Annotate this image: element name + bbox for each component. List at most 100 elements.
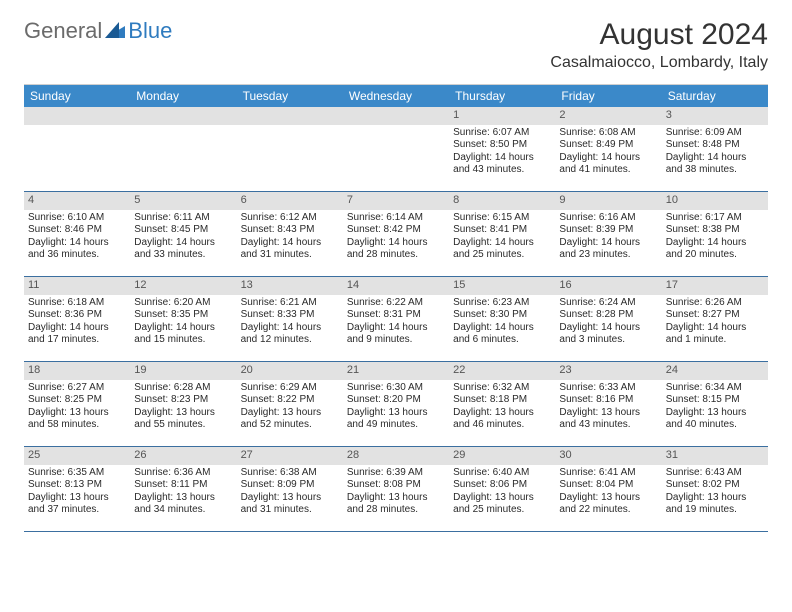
- day-number: 27: [237, 447, 343, 465]
- daylight-text: Daylight: 13 hours and 37 minutes.: [28, 492, 126, 517]
- sunrise-text: Sunrise: 6:12 AM: [241, 212, 339, 225]
- day-cell: 12Sunrise: 6:20 AMSunset: 8:35 PMDayligh…: [130, 277, 236, 361]
- day-cell: 21Sunrise: 6:30 AMSunset: 8:20 PMDayligh…: [343, 362, 449, 446]
- sunset-text: Sunset: 8:27 PM: [666, 309, 764, 322]
- week-row: 18Sunrise: 6:27 AMSunset: 8:25 PMDayligh…: [24, 362, 768, 447]
- day-cell: 14Sunrise: 6:22 AMSunset: 8:31 PMDayligh…: [343, 277, 449, 361]
- day-number: [24, 107, 130, 125]
- sunset-text: Sunset: 8:38 PM: [666, 224, 764, 237]
- day-cell: 4 Sunrise: 6:10 AMSunset: 8:46 PMDaylight…: [24, 192, 130, 276]
- sunrise-text: Sunrise: 6:32 AM: [453, 382, 551, 395]
- dow-cell: Tuesday: [237, 85, 343, 107]
- day-number: 24: [662, 362, 768, 380]
- sunset-text: Sunset: 8:46 PM: [28, 224, 126, 237]
- day-number: 8: [449, 192, 555, 210]
- sunset-text: Sunset: 8:02 PM: [666, 479, 764, 492]
- sunrise-text: Sunrise: 6:43 AM: [666, 467, 764, 480]
- daylight-text: Daylight: 13 hours and 58 minutes.: [28, 407, 126, 432]
- daylight-text: Daylight: 14 hours and 3 minutes.: [559, 322, 657, 347]
- day-number: 29: [449, 447, 555, 465]
- sunset-text: Sunset: 8:39 PM: [559, 224, 657, 237]
- day-number: [237, 107, 343, 125]
- logo: General Blue: [24, 18, 172, 44]
- day-cell: [343, 107, 449, 191]
- sunset-text: Sunset: 8:08 PM: [347, 479, 445, 492]
- day-cell: [237, 107, 343, 191]
- daylight-text: Daylight: 14 hours and 25 minutes.: [453, 237, 551, 262]
- day-number: 30: [555, 447, 661, 465]
- dow-cell: Sunday: [24, 85, 130, 107]
- day-cell: 24Sunrise: 6:34 AMSunset: 8:15 PMDayligh…: [662, 362, 768, 446]
- day-number: 5: [130, 192, 236, 210]
- day-cell: 2Sunrise: 6:08 AMSunset: 8:49 PMDaylight…: [555, 107, 661, 191]
- sunset-text: Sunset: 8:42 PM: [347, 224, 445, 237]
- sunrise-text: Sunrise: 6:33 AM: [559, 382, 657, 395]
- day-number: 25: [24, 447, 130, 465]
- sunset-text: Sunset: 8:20 PM: [347, 394, 445, 407]
- day-of-week-header: SundayMondayTuesdayWednesdayThursdayFrid…: [24, 85, 768, 107]
- daylight-text: Daylight: 13 hours and 28 minutes.: [347, 492, 445, 517]
- sunset-text: Sunset: 8:33 PM: [241, 309, 339, 322]
- sunset-text: Sunset: 8:41 PM: [453, 224, 551, 237]
- dow-cell: Wednesday: [343, 85, 449, 107]
- day-cell: 29Sunrise: 6:40 AMSunset: 8:06 PMDayligh…: [449, 447, 555, 531]
- daylight-text: Daylight: 13 hours and 43 minutes.: [559, 407, 657, 432]
- daylight-text: Daylight: 13 hours and 31 minutes.: [241, 492, 339, 517]
- calendar-page: General Blue August 2024 Casalmaiocco, L…: [0, 0, 792, 550]
- day-number: 16: [555, 277, 661, 295]
- sunrise-text: Sunrise: 6:28 AM: [134, 382, 232, 395]
- day-number: 7: [343, 192, 449, 210]
- daylight-text: Daylight: 13 hours and 25 minutes.: [453, 492, 551, 517]
- day-cell: 6Sunrise: 6:12 AMSunset: 8:43 PMDaylight…: [237, 192, 343, 276]
- day-number: 21: [343, 362, 449, 380]
- day-number: 28: [343, 447, 449, 465]
- day-number: 1: [449, 107, 555, 125]
- sunrise-text: Sunrise: 6:36 AM: [134, 467, 232, 480]
- daylight-text: Daylight: 14 hours and 36 minutes.: [28, 237, 126, 262]
- day-number: 4: [24, 192, 130, 210]
- day-cell: 23Sunrise: 6:33 AMSunset: 8:16 PMDayligh…: [555, 362, 661, 446]
- daylight-text: Daylight: 14 hours and 9 minutes.: [347, 322, 445, 347]
- daylight-text: Daylight: 14 hours and 20 minutes.: [666, 237, 764, 262]
- day-cell: 8Sunrise: 6:15 AMSunset: 8:41 PMDaylight…: [449, 192, 555, 276]
- sunrise-text: Sunrise: 6:38 AM: [241, 467, 339, 480]
- daylight-text: Daylight: 14 hours and 23 minutes.: [559, 237, 657, 262]
- sunrise-text: Sunrise: 6:35 AM: [28, 467, 126, 480]
- daylight-text: Daylight: 14 hours and 31 minutes.: [241, 237, 339, 262]
- logo-text-blue: Blue: [128, 18, 172, 44]
- day-cell: 22Sunrise: 6:32 AMSunset: 8:18 PMDayligh…: [449, 362, 555, 446]
- sunrise-text: Sunrise: 6:08 AM: [559, 127, 657, 140]
- day-cell: 27Sunrise: 6:38 AMSunset: 8:09 PMDayligh…: [237, 447, 343, 531]
- sunset-text: Sunset: 8:48 PM: [666, 139, 764, 152]
- daylight-text: Daylight: 14 hours and 28 minutes.: [347, 237, 445, 262]
- day-cell: [24, 107, 130, 191]
- sunset-text: Sunset: 8:45 PM: [134, 224, 232, 237]
- sunset-text: Sunset: 8:22 PM: [241, 394, 339, 407]
- day-number: 15: [449, 277, 555, 295]
- logo-text-general: General: [24, 18, 102, 44]
- sunrise-text: Sunrise: 6:18 AM: [28, 297, 126, 310]
- day-cell: 13Sunrise: 6:21 AMSunset: 8:33 PMDayligh…: [237, 277, 343, 361]
- day-cell: 5Sunrise: 6:11 AMSunset: 8:45 PMDaylight…: [130, 192, 236, 276]
- sunset-text: Sunset: 8:31 PM: [347, 309, 445, 322]
- day-cell: 20Sunrise: 6:29 AMSunset: 8:22 PMDayligh…: [237, 362, 343, 446]
- sunset-text: Sunset: 8:25 PM: [28, 394, 126, 407]
- page-header: General Blue August 2024 Casalmaiocco, L…: [24, 18, 768, 72]
- sunrise-text: Sunrise: 6:11 AM: [134, 212, 232, 225]
- day-cell: 28Sunrise: 6:39 AMSunset: 8:08 PMDayligh…: [343, 447, 449, 531]
- title-block: August 2024 Casalmaiocco, Lombardy, Ital…: [550, 18, 768, 72]
- sunrise-text: Sunrise: 6:16 AM: [559, 212, 657, 225]
- sunset-text: Sunset: 8:43 PM: [241, 224, 339, 237]
- day-number: 10: [662, 192, 768, 210]
- sunrise-text: Sunrise: 6:10 AM: [28, 212, 126, 225]
- week-row: 25Sunrise: 6:35 AMSunset: 8:13 PMDayligh…: [24, 447, 768, 532]
- dow-cell: Monday: [130, 85, 236, 107]
- weeks-container: 1Sunrise: 6:07 AMSunset: 8:50 PMDaylight…: [24, 107, 768, 532]
- sunset-text: Sunset: 8:16 PM: [559, 394, 657, 407]
- sunrise-text: Sunrise: 6:41 AM: [559, 467, 657, 480]
- daylight-text: Daylight: 14 hours and 17 minutes.: [28, 322, 126, 347]
- sunrise-text: Sunrise: 6:23 AM: [453, 297, 551, 310]
- day-number: 9: [555, 192, 661, 210]
- daylight-text: Daylight: 14 hours and 15 minutes.: [134, 322, 232, 347]
- day-cell: 19Sunrise: 6:28 AMSunset: 8:23 PMDayligh…: [130, 362, 236, 446]
